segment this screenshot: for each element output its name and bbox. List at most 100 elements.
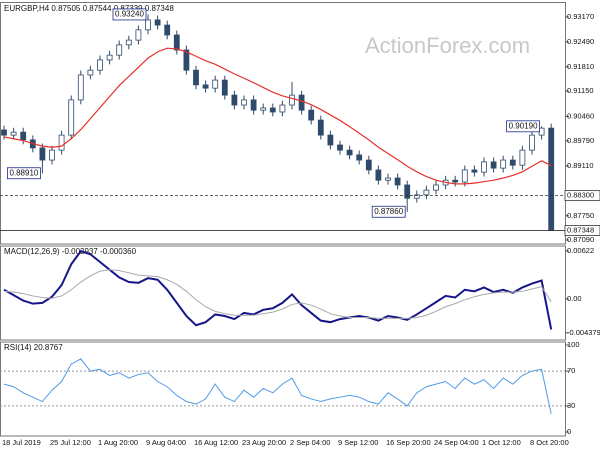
- candle-body: [193, 69, 199, 86]
- y-tick-label: -0.004379: [567, 328, 600, 337]
- x-tick-label: 16 Sep 20:00: [386, 438, 431, 447]
- candle-body: [490, 161, 497, 169]
- candle-body: [154, 19, 161, 26]
- price-label: 0.90190: [509, 121, 538, 130]
- x-tick-label: 16 Aug 12:00: [194, 438, 238, 447]
- price-label-box: [112, 8, 147, 21]
- candle-body: [500, 159, 507, 169]
- candle-body: [164, 24, 171, 36]
- candle-body: [413, 194, 420, 199]
- candle-body: [394, 177, 401, 186]
- level-label: 0.87348: [567, 226, 594, 235]
- candle-body: [58, 134, 65, 151]
- candle-body: [308, 109, 315, 121]
- candle-body: [548, 127, 555, 231]
- rsi-title: RSI(14) 20.8767: [4, 343, 63, 352]
- candle-body: [433, 184, 439, 191]
- candle-body: [250, 99, 257, 111]
- candle-body: [221, 79, 228, 96]
- candle-body: [337, 144, 343, 151]
- price-label-box: [506, 120, 541, 133]
- y-tick-label: 100: [567, 340, 580, 349]
- level-label-box: [564, 225, 600, 236]
- macd-panel: [0, 245, 566, 341]
- candle-body: [145, 19, 151, 31]
- x-tick-label: 8 Oct 20:00: [530, 438, 569, 447]
- y-tick-label: 0.91810: [567, 62, 594, 71]
- candle-body: [241, 99, 247, 106]
- y-tick-label: 0.89790: [567, 136, 594, 145]
- candle-body: [77, 74, 84, 101]
- candle-body: [260, 107, 267, 111]
- price-label: 0.93240: [115, 10, 144, 19]
- candle-body: [375, 169, 382, 181]
- price-label-box: [371, 205, 406, 218]
- candle-body: [125, 39, 132, 46]
- candle-body: [269, 107, 276, 113]
- line: [3, 249, 553, 330]
- candle-body: [298, 94, 305, 111]
- candle-body: [68, 99, 75, 136]
- y-tick-label: 0.91150: [567, 86, 594, 95]
- candle-body: [346, 149, 353, 156]
- y-tick-label: 0.87750: [567, 211, 594, 220]
- macd-title: MACD(12,26,9) -0.003937 -0.000360: [4, 247, 137, 256]
- price-label: 0.87860: [374, 207, 403, 216]
- candle-body: [519, 149, 526, 166]
- x-tick-label: 9 Aug 04:00: [146, 438, 186, 447]
- candle-body: [317, 119, 324, 136]
- price-label-box: [7, 167, 41, 180]
- x-tick-label: 2 Sep 04:00: [290, 438, 330, 447]
- x-tick-label: 24 Sep 04:00: [434, 438, 479, 447]
- candle-body: [173, 34, 180, 51]
- candle-body: [471, 169, 478, 173]
- candle-body: [135, 29, 142, 41]
- candle-body: [452, 179, 459, 183]
- y-tick-label: 0.92490: [567, 37, 594, 46]
- candle-body: [106, 54, 113, 61]
- candle-body: [404, 184, 411, 199]
- candle-body: [356, 154, 363, 161]
- candle-body: [385, 177, 391, 181]
- line: [3, 358, 552, 414]
- line: [3, 269, 552, 319]
- candle-body: [202, 84, 209, 89]
- y-tick-label: 30: [567, 401, 575, 410]
- x-tick-label: 1 Oct 12:00: [482, 438, 521, 447]
- candle-body: [20, 131, 27, 141]
- price-label: 0.88910: [9, 168, 38, 177]
- y-tick-label: 0.90460: [567, 111, 594, 120]
- candle-body: [289, 94, 295, 106]
- x-tick-label: 25 Jul 12:00: [50, 438, 91, 447]
- candle-body: [423, 189, 430, 196]
- y-tick-label: 0.00622: [567, 246, 594, 255]
- y-tick-label: 0.00: [567, 294, 582, 303]
- y-tick-label: 0: [567, 427, 571, 436]
- candle-body: [212, 79, 219, 89]
- candle-body: [183, 49, 190, 71]
- candle-body: [529, 134, 535, 151]
- y-tick-label: 0.89110: [567, 161, 594, 170]
- x-tick-label: 18 Jul 2019: [2, 438, 41, 447]
- main-panel: [0, 2, 566, 245]
- candle-body: [97, 59, 103, 71]
- candle-body: [39, 147, 46, 161]
- level-label-box: [564, 190, 600, 202]
- rsi-panel: [0, 341, 566, 437]
- candle-body: [87, 69, 94, 76]
- line: [3, 47, 552, 185]
- candle-body: [327, 134, 334, 146]
- x-tick-label: 1 Aug 20:00: [98, 438, 138, 447]
- y-tick-label: 0.87090: [567, 235, 594, 244]
- candle-body: [10, 131, 17, 136]
- chart-title: EURGBP,H4 0.87505 0.87544 0.87339 0.8734…: [4, 4, 174, 13]
- candle-body: [279, 104, 286, 113]
- candle-body: [231, 94, 238, 106]
- candle-body: [509, 159, 516, 166]
- candle-body: [365, 159, 372, 171]
- candle-body: [1, 129, 7, 136]
- level-label: 0.88300: [567, 191, 594, 200]
- candle-body: [116, 44, 123, 56]
- watermark: ActionForex.com: [365, 33, 530, 58]
